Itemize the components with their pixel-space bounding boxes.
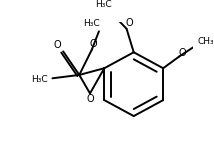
Text: O: O: [125, 18, 133, 28]
Text: O: O: [90, 39, 97, 49]
Text: O: O: [54, 40, 62, 50]
Text: H₃C: H₃C: [83, 19, 100, 28]
Text: H₃C: H₃C: [32, 75, 48, 85]
Text: CH₃: CH₃: [198, 37, 214, 46]
Text: O: O: [86, 94, 94, 104]
Text: O: O: [178, 48, 186, 58]
Text: H₃C: H₃C: [95, 0, 112, 9]
